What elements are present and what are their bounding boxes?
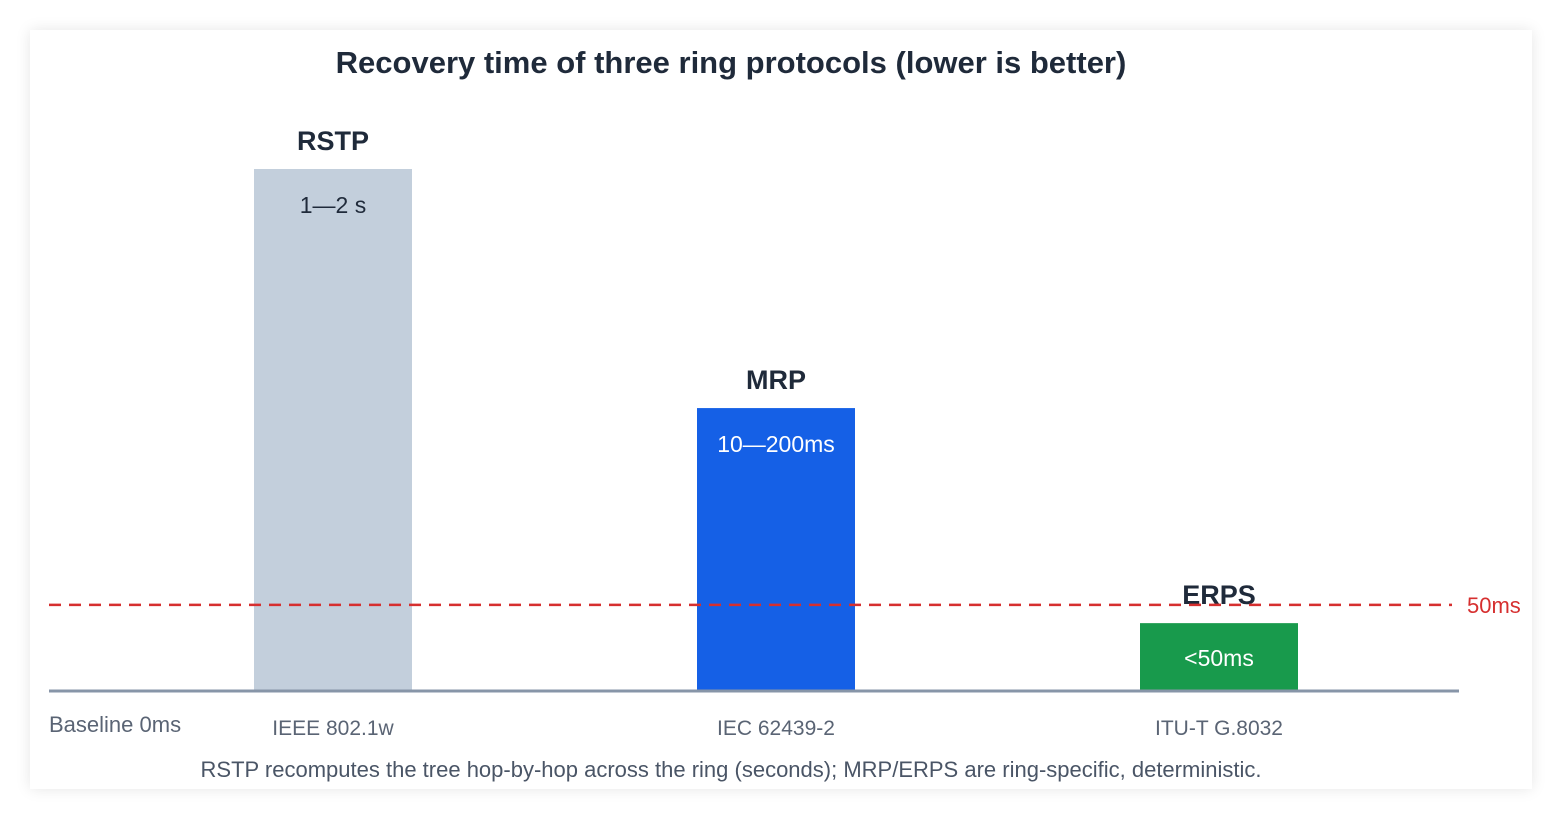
x-tick-label: ITU-T G.8032 [1155,717,1283,740]
bar-name-rstp: RSTP [297,126,369,156]
bar-value-label-rstp: 1—2 s [300,192,366,218]
chart-footnote: RSTP recomputes the tree hop-by-hop acro… [201,757,1262,782]
bar-value-label-erps: <50ms [1184,645,1254,671]
bar-name-mrp: MRP [746,365,806,395]
bar-rstp [254,169,412,691]
baseline-label: Baseline 0ms [49,712,181,737]
bar-value-label-mrp: 10—200ms [717,431,835,457]
reference-line-label: 50ms [1467,593,1521,618]
chart-title: Recovery time of three ring protocols (l… [336,45,1127,80]
x-tick-label: IEEE 802.1w [272,717,394,740]
bar-erps [1140,623,1298,691]
x-tick-label: IEC 62439-2 [717,717,835,740]
bar-mrp [697,408,855,691]
